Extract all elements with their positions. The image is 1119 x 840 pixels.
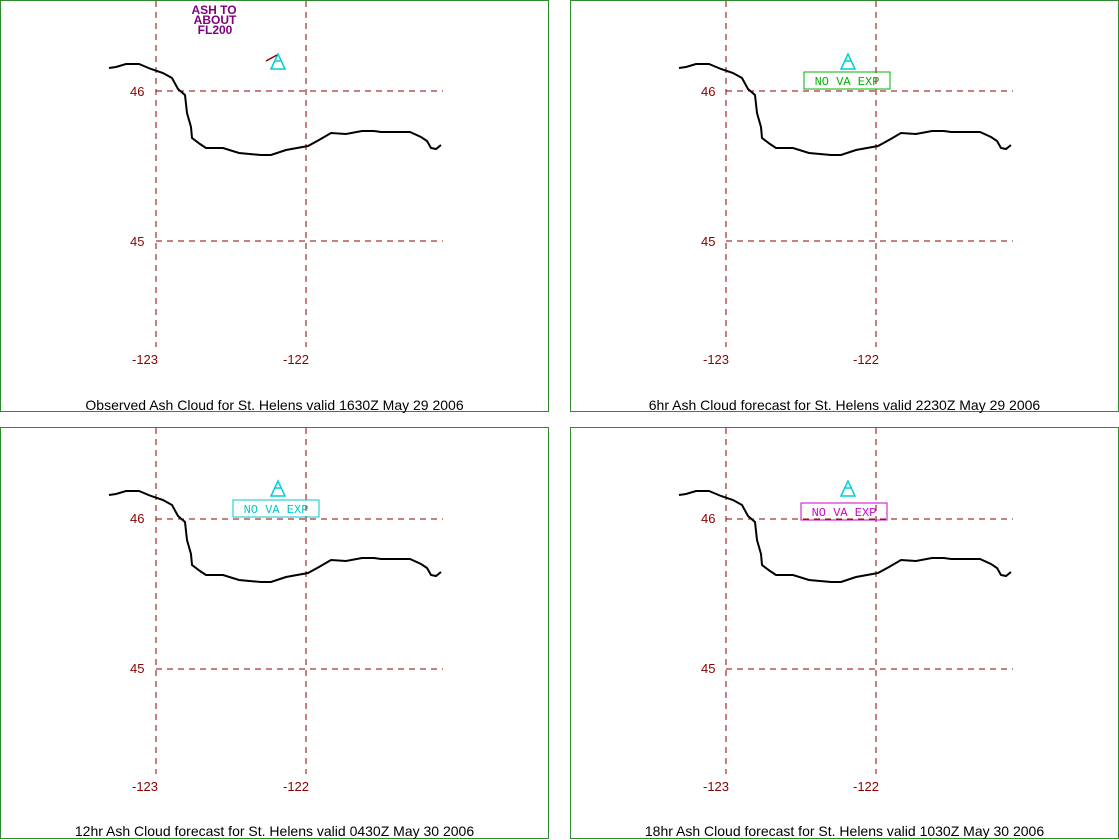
no-va-box — [803, 71, 891, 90]
label-lat-46: 46 — [701, 84, 715, 99]
coastline — [108, 63, 442, 156]
panel-observed: ASH TO ABOUT FL200 46 45 -123 -122 Obser… — [0, 0, 549, 413]
label-lat-45: 45 — [130, 661, 144, 676]
panel-12hr: NO VA EXP 46 45 -123 -122 12hr Ash Cloud… — [0, 427, 549, 839]
no-va-label: NO VA EXP — [244, 503, 309, 517]
map-12hr: NO VA EXP 46 45 -123 -122 — [108, 428, 443, 794]
no-va-label: NO VA EXP — [812, 506, 877, 520]
map-18hr: NO VA EXP 46 45 -123 -122 — [678, 428, 1013, 794]
axis-labels: 46 45 -123 -122 — [701, 84, 879, 367]
label-lon-122: -122 — [283, 779, 309, 794]
no-va-label: NO VA EXP — [815, 75, 880, 89]
axis-labels: 46 45 -123 -122 — [130, 84, 309, 367]
grid-lines — [725, 1, 1013, 347]
grid-lines — [155, 428, 443, 774]
caption-6hr: 6hr Ash Cloud forecast for St. Helens va… — [648, 397, 1041, 413]
label-lat-46: 46 — [130, 511, 144, 526]
label-lon-122: -122 — [853, 779, 879, 794]
panel-18hr: NO VA EXP 46 45 -123 -122 18hr Ash Cloud… — [570, 427, 1119, 839]
label-lon-123: -123 — [132, 779, 158, 794]
volcano-icon — [839, 479, 857, 497]
label-lon-122: -122 — [283, 352, 309, 367]
ash-line-2: ABOUT — [194, 13, 237, 27]
label-lon-123: -123 — [703, 352, 729, 367]
panel-6hr: NO VA EXP 46 45 -123 -122 6hr Ash Cloud … — [570, 0, 1119, 413]
label-lat-45: 45 — [130, 234, 144, 249]
caption-observed: Observed Ash Cloud for St. Helens valid … — [85, 397, 464, 413]
ash-line-1: ASH TO — [191, 3, 236, 17]
ash-line-3: FL200 — [198, 23, 233, 37]
coastline — [678, 63, 1012, 156]
no-va-box — [800, 502, 888, 521]
map-6hr: NO VA EXP 46 45 -123 -122 — [678, 1, 1013, 367]
label-lon-123: -123 — [132, 352, 158, 367]
coastline — [108, 490, 442, 583]
caption-18hr: 18hr Ash Cloud forecast for St. Helens v… — [644, 823, 1045, 839]
volcano-icon — [839, 52, 857, 70]
map-observed: ASH TO ABOUT FL200 46 45 -123 -122 — [108, 1, 443, 367]
grid-lines — [155, 1, 443, 347]
grid-lines — [725, 428, 1013, 774]
caption-12hr: 12hr Ash Cloud forecast for St. Helens v… — [74, 823, 475, 839]
no-va-box — [232, 499, 320, 518]
axis-labels: 46 45 -123 -122 — [130, 511, 309, 794]
label-lon-123: -123 — [703, 779, 729, 794]
label-lat-45: 45 — [701, 234, 715, 249]
label-lat-46: 46 — [130, 84, 144, 99]
axis-labels: 46 45 -123 -122 — [701, 511, 879, 794]
label-lon-122: -122 — [853, 352, 879, 367]
volcano-icon — [265, 52, 287, 70]
label-lat-45: 45 — [701, 661, 715, 676]
ash-annotation-text: ASH TO ABOUT FL200 — [191, 3, 237, 37]
label-lat-46: 46 — [701, 511, 715, 526]
coastline — [678, 490, 1012, 583]
volcano-icon — [269, 479, 287, 497]
